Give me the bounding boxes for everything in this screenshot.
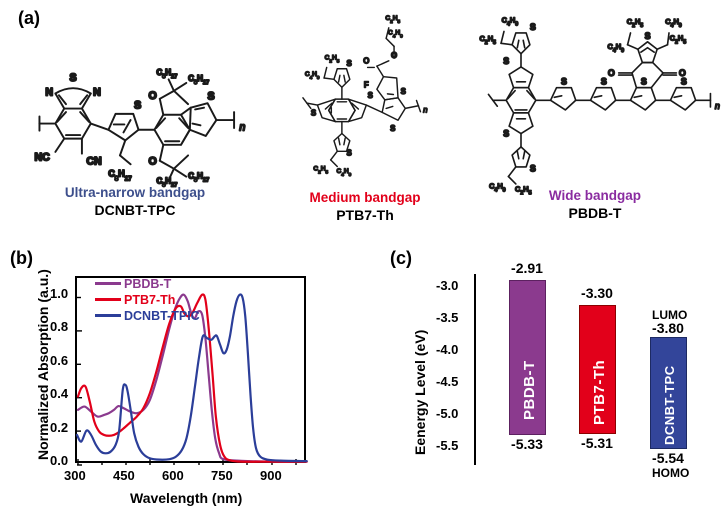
svg-text:S: S (70, 72, 77, 84)
svg-text:S: S (561, 77, 567, 87)
svg-text:S: S (368, 91, 373, 100)
svg-text:S: S (390, 124, 395, 133)
svg-text:S: S (530, 22, 536, 32)
svg-text:F: F (364, 80, 369, 89)
svg-text:C2H5: C2H5 (479, 34, 496, 46)
svg-text:C8H17: C8H17 (108, 169, 132, 182)
svg-text:O: O (608, 68, 615, 78)
svg-text:C4H9: C4H9 (337, 168, 352, 177)
svg-text:S: S (503, 129, 509, 139)
svg-text:S: S (347, 59, 352, 68)
svg-text:C4H9: C4H9 (665, 17, 682, 29)
svg-text:N: N (45, 86, 53, 98)
svg-text:S: S (208, 91, 215, 103)
svg-text:C2H5: C2H5 (670, 33, 687, 45)
svg-text:C8H17: C8H17 (188, 74, 209, 86)
svg-text:C4H9: C4H9 (502, 16, 519, 28)
svg-text:O: O (149, 90, 157, 102)
svg-text:C2H5: C2H5 (627, 17, 644, 29)
svg-text:C2H5: C2H5 (385, 15, 400, 24)
svg-text:C4H9: C4H9 (607, 42, 624, 54)
svg-text:S: S (681, 77, 687, 87)
svg-text:C8H17: C8H17 (156, 68, 177, 80)
svg-text:S: S (601, 77, 607, 87)
svg-text:O: O (149, 155, 157, 167)
svg-text:O: O (679, 68, 686, 78)
svg-text:N: N (93, 86, 101, 98)
svg-text:S: S (530, 163, 536, 173)
svg-text:CN: CN (86, 155, 101, 167)
svg-text:C4H9: C4H9 (388, 29, 403, 38)
svg-text:S: S (401, 87, 406, 96)
svg-text:S: S (347, 148, 352, 157)
svg-text:C2H5: C2H5 (325, 55, 340, 64)
svg-text:S: S (311, 109, 316, 118)
svg-text:C4H9: C4H9 (305, 71, 320, 80)
svg-text:n: n (423, 105, 428, 114)
svg-text:S: S (645, 31, 651, 41)
svg-text:S: S (134, 100, 141, 112)
svg-text:S: S (503, 56, 509, 66)
svg-text:n: n (239, 122, 245, 134)
svg-text:S: S (641, 77, 647, 87)
svg-text:O: O (363, 56, 369, 65)
svg-text:C2H5: C2H5 (313, 165, 328, 174)
svg-text:NC: NC (34, 152, 50, 164)
svg-text:n: n (715, 101, 720, 111)
svg-text:C8H17: C8H17 (188, 171, 209, 183)
